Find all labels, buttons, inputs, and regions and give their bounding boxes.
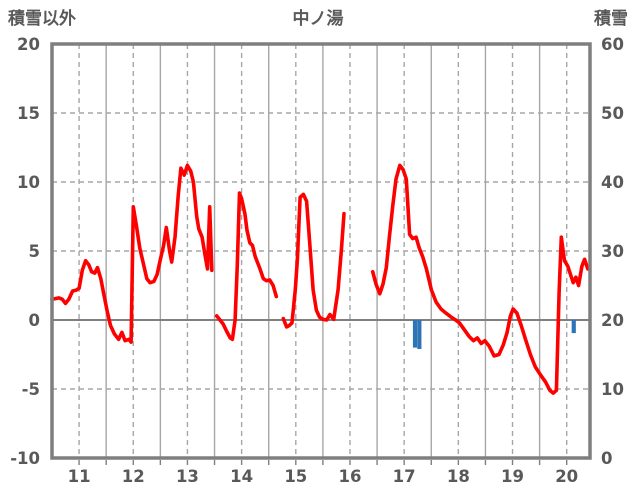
y-tick-label-left: 20 (17, 35, 40, 54)
x-tick-label: 14 (230, 467, 253, 486)
x-tick-label: 19 (501, 467, 524, 486)
left-axis-title: 積雪以外 (8, 9, 76, 29)
x-tick-label: 18 (447, 467, 470, 486)
snow-bar (571, 320, 576, 334)
plot-border (50, 42, 592, 460)
y-tick-label-left: 10 (17, 173, 40, 192)
y-tick-label-right: 0 (601, 449, 612, 468)
right-axis-title: 積雪 (594, 9, 628, 29)
series-segment (281, 192, 346, 329)
x-tick-label: 12 (122, 467, 145, 486)
y-tick-label-right: 20 (601, 311, 624, 330)
x-tick-label: 17 (393, 467, 416, 486)
x-tick-label: 16 (339, 467, 362, 486)
snow-bar (417, 320, 422, 349)
x-tick-label: 11 (68, 467, 91, 486)
x-tick-label: 20 (555, 467, 578, 486)
series-segment (214, 191, 279, 342)
y-tick-label-left: 5 (29, 242, 40, 261)
y-tick-label-right: 10 (601, 380, 624, 399)
y-tick-label-right: 60 (601, 35, 624, 54)
y-tick-label-left: -5 (22, 380, 40, 399)
y-tick-label-right: 30 (601, 242, 624, 261)
y-tick-label-left: -10 (10, 449, 40, 468)
series-segment (370, 163, 590, 395)
snow-bar (412, 320, 418, 348)
y-tick-label-left: 0 (29, 311, 40, 330)
series-segment (50, 163, 214, 344)
y-tick-label-right: 40 (601, 173, 624, 192)
x-tick-label: 13 (176, 467, 199, 486)
x-tick-label: 15 (284, 467, 307, 486)
y-tick-label-left: 15 (17, 104, 40, 123)
y-tick-label-right: 50 (601, 104, 624, 123)
chart-title: 中ノ湯 (292, 9, 344, 29)
